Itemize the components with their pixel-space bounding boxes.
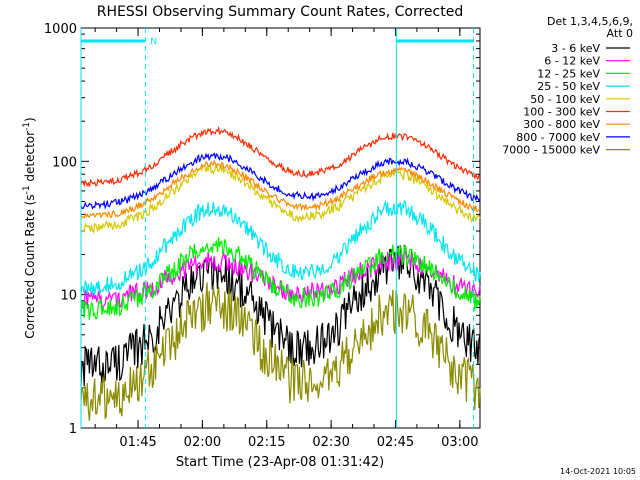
legend-label: 7000 - 15000 keV (502, 144, 600, 157)
series-line-5 (80, 125, 481, 188)
timestamp: 14-Oct-2021 10:05 (560, 467, 636, 476)
y-axis-label: Corrected Count Rate (s-1 detector-1) (22, 117, 37, 338)
legend-label: 3 - 6 keV (551, 42, 600, 55)
y-tick-label: 1000 (44, 22, 77, 37)
x-tick-label: 02:45 (377, 435, 414, 450)
series-line-6 (80, 159, 481, 219)
series-line-8 (80, 282, 481, 421)
saa-label: N (150, 37, 157, 47)
legend-label: 300 - 800 keV (523, 118, 600, 131)
x-axis: 01:45 02:00 02:15 02:30 02:45 03:00 (94, 28, 479, 450)
series-line-2 (80, 237, 481, 320)
x-tick-label: 03:00 (441, 435, 478, 450)
x-tick-label: 01:45 (119, 435, 156, 450)
legend-label: 800 - 7000 keV (516, 131, 600, 144)
x-axis-label: Start Time (23-Apr-08 01:31:42) (176, 455, 384, 470)
series-line-1 (80, 250, 481, 309)
x-tick-label: 02:30 (312, 435, 349, 450)
series-line-7 (80, 152, 481, 210)
series-line-4 (80, 162, 481, 235)
y-tick-label: 1 (69, 422, 77, 437)
legend-label: 50 - 100 keV (530, 93, 600, 106)
markers-layer: N (80, 28, 475, 428)
legend-header-line1: Det 1,3,4,5,6,9, (547, 15, 633, 28)
series-line-3 (80, 199, 481, 296)
x-tick-label: 02:15 (248, 435, 285, 450)
legend-header-line2: Att 0 (607, 27, 633, 40)
series-layer (80, 125, 481, 421)
y-tick-label: 100 (52, 155, 77, 170)
legend-label: 12 - 25 keV (537, 67, 600, 80)
x-tick-label: 02:00 (184, 435, 221, 450)
y-axis: 1 10 100 1000 (44, 22, 480, 437)
legend-label: 100 - 300 keV (523, 106, 600, 119)
y-tick-label: 10 (60, 289, 77, 304)
series-line-0 (80, 244, 481, 387)
chart-title: RHESSI Observing Summary Count Rates, Co… (97, 4, 463, 20)
legend-label: 25 - 50 keV (537, 80, 600, 93)
legend-label: 6 - 12 keV (544, 55, 600, 68)
